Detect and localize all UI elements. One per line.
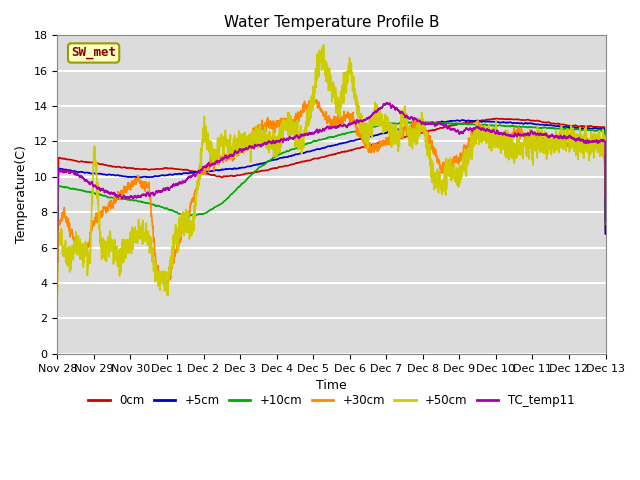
+5cm <box>602 231 609 237</box>
+50cm <box>207 140 214 145</box>
0cm <box>394 135 402 141</box>
+5cm <box>394 127 402 132</box>
TC_temp11 <box>395 108 403 113</box>
+30cm <box>308 94 316 100</box>
+50cm <box>54 292 61 298</box>
+30cm <box>385 138 393 144</box>
+10cm <box>207 207 214 213</box>
0cm <box>550 121 557 127</box>
+50cm <box>602 138 609 144</box>
+5cm <box>602 201 609 207</box>
+10cm <box>550 125 557 131</box>
Legend: 0cm, +5cm, +10cm, +30cm, +50cm, TC_temp11: 0cm, +5cm, +10cm, +30cm, +50cm, TC_temp1… <box>84 389 579 411</box>
0cm <box>207 172 214 178</box>
+10cm <box>394 120 402 126</box>
+5cm <box>458 117 466 123</box>
+10cm <box>602 221 609 227</box>
0cm <box>602 200 609 205</box>
+5cm <box>550 123 557 129</box>
Line: +50cm: +50cm <box>58 45 605 295</box>
TC_temp11 <box>550 133 557 139</box>
Y-axis label: Temperature(C): Temperature(C) <box>15 145 28 243</box>
+50cm <box>395 132 403 137</box>
TC_temp11 <box>385 101 393 107</box>
X-axis label: Time: Time <box>316 379 347 392</box>
+50cm <box>171 227 179 233</box>
+50cm <box>550 148 557 154</box>
+30cm <box>602 143 609 148</box>
Title: Water Temperature Profile B: Water Temperature Profile B <box>224 15 439 30</box>
TC_temp11 <box>171 183 179 189</box>
+5cm <box>207 168 214 174</box>
+10cm <box>54 267 61 273</box>
TC_temp11 <box>207 163 214 168</box>
Line: 0cm: 0cm <box>58 119 605 249</box>
0cm <box>171 166 179 172</box>
+30cm <box>207 155 214 161</box>
Text: SW_met: SW_met <box>71 47 116 60</box>
Line: +10cm: +10cm <box>58 122 605 270</box>
+30cm <box>395 132 403 138</box>
+30cm <box>171 247 179 253</box>
Line: +5cm: +5cm <box>58 120 605 255</box>
+10cm <box>171 209 179 215</box>
+5cm <box>54 252 61 258</box>
+50cm <box>385 129 393 134</box>
Line: TC_temp11: TC_temp11 <box>58 103 605 262</box>
+50cm <box>320 42 328 48</box>
TC_temp11 <box>602 165 609 171</box>
+30cm <box>602 194 609 200</box>
+5cm <box>385 129 392 135</box>
0cm <box>385 138 392 144</box>
Line: +30cm: +30cm <box>58 97 605 290</box>
+10cm <box>412 119 419 125</box>
+30cm <box>550 137 557 143</box>
+5cm <box>171 171 179 177</box>
TC_temp11 <box>602 219 609 225</box>
0cm <box>602 230 609 236</box>
+10cm <box>602 184 609 190</box>
+50cm <box>164 292 172 298</box>
+30cm <box>54 288 61 293</box>
+50cm <box>602 138 609 144</box>
TC_temp11 <box>383 100 391 106</box>
+10cm <box>385 120 392 126</box>
0cm <box>493 116 501 121</box>
0cm <box>54 246 61 252</box>
TC_temp11 <box>54 259 61 264</box>
